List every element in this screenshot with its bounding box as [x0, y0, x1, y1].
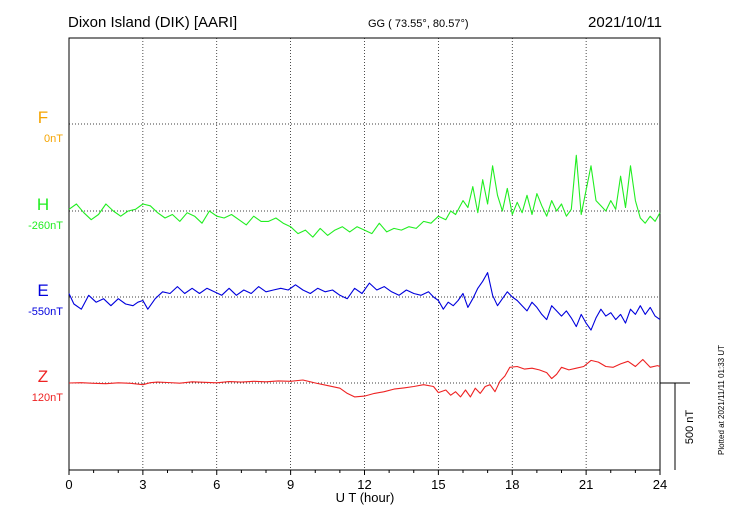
x-tick-label: 18: [505, 477, 519, 492]
grid-lines: [69, 38, 660, 470]
series-offset-Z: 120nT: [32, 392, 63, 404]
x-tick-label: 21: [579, 477, 593, 492]
scale-bar: 500 nT: [660, 382, 696, 470]
series-name-H: H: [37, 195, 49, 214]
x-tick-label: 12: [357, 477, 371, 492]
series-name-F: F: [38, 108, 48, 127]
series-offset-F: 0nT: [44, 133, 63, 145]
series-line-Z: [68, 358, 661, 398]
x-tick-label: 6: [213, 477, 220, 492]
date-label: 2021/10/11: [588, 14, 662, 31]
series-name-E: E: [37, 281, 48, 300]
x-tick-label: 0: [65, 477, 72, 492]
x-ticks: 0 3 6 9 12 15 18 21 24: [65, 470, 667, 492]
x-axis-label: U T (hour): [336, 490, 395, 505]
series-offset-E: -550nT: [28, 306, 63, 318]
station-title: Dixon Island (DIK) [AARI]: [68, 14, 237, 31]
coordinates-label: GG ( 73.55°, 80.57°): [368, 18, 469, 30]
series-lines: [68, 154, 661, 398]
x-tick-label: 15: [431, 477, 445, 492]
series-name-Z: Z: [38, 367, 48, 386]
plotted-note: Plotted at 2021/11/11 01:33 UT: [717, 345, 726, 455]
x-tick-label: 24: [653, 477, 667, 492]
series-line-H: [68, 154, 661, 238]
x-tick-label: 3: [139, 477, 146, 492]
scale-label: 500 nT: [684, 410, 696, 445]
plot-frame: [68, 37, 661, 471]
series-offset-H: -260nT: [28, 220, 63, 232]
series-line-E: [68, 272, 661, 331]
x-tick-label: 9: [287, 477, 294, 492]
series-labels: F 0nT H -260nT E -550nT Z 120nT: [28, 108, 63, 404]
